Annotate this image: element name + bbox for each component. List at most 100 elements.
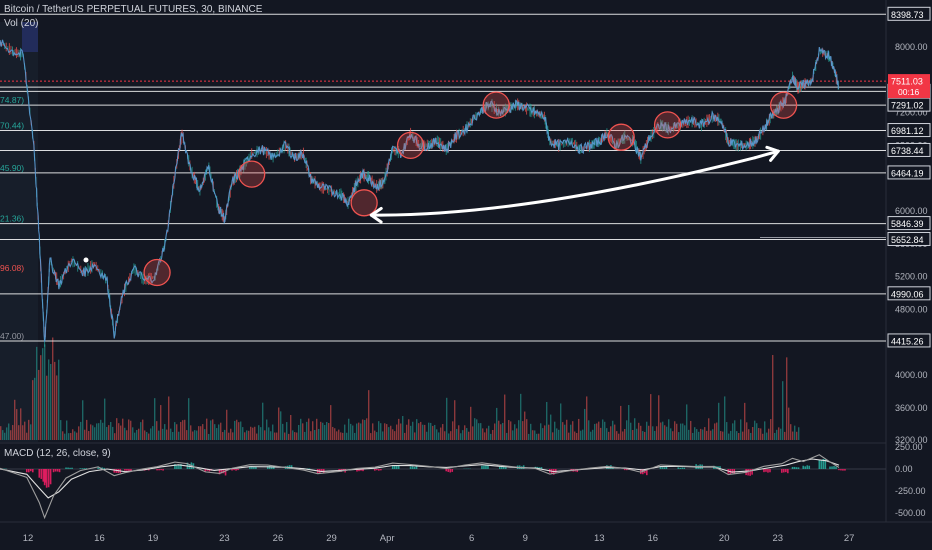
- volume-bar: [644, 431, 646, 440]
- volume-bars: [0, 337, 800, 440]
- volume-bar: [564, 424, 566, 440]
- volume-bar: [350, 423, 352, 440]
- volume-bar: [194, 430, 196, 440]
- volume-bar: [748, 429, 750, 440]
- price-axis-tick: 8000.00: [895, 42, 928, 52]
- macd-indicator-label[interactable]: MACD (12, 26, close, 9): [4, 448, 111, 459]
- volume-bar: [432, 425, 434, 440]
- volume-bar: [590, 431, 592, 440]
- volume-bar: [180, 421, 182, 440]
- volume-bar: [360, 423, 362, 440]
- volume-bar: [428, 422, 430, 440]
- volume-bar: [6, 427, 8, 440]
- volume-bar: [152, 426, 154, 440]
- volume-bar: [782, 381, 784, 440]
- volume-bar: [142, 419, 144, 440]
- volume-bar: [788, 407, 790, 440]
- volume-bar: [450, 431, 452, 440]
- volume-bar: [486, 428, 488, 440]
- volume-bar: [654, 430, 656, 440]
- volume-bar: [498, 420, 500, 440]
- volume-bar: [766, 432, 768, 440]
- volume-bar: [274, 432, 276, 440]
- volume-bar: [778, 427, 780, 440]
- volume-bar: [630, 422, 632, 440]
- volume-bar: [698, 431, 700, 440]
- volume-bar: [330, 405, 332, 440]
- volume-bar: [96, 423, 98, 440]
- volume-bar: [198, 426, 200, 440]
- volume-bar: [640, 425, 642, 440]
- volume-bar: [370, 433, 372, 440]
- volume-bar: [526, 419, 528, 440]
- volume-bar: [164, 424, 166, 440]
- volume-bar: [90, 424, 92, 440]
- level-price-label: 6981.12: [891, 126, 924, 136]
- volume-bar: [250, 426, 252, 440]
- volume-bar: [662, 421, 664, 440]
- volume-bar: [316, 418, 318, 440]
- volume-bar: [448, 433, 450, 440]
- volume-bar: [780, 428, 782, 440]
- volume-bar: [226, 409, 228, 440]
- volume-bar: [358, 422, 360, 440]
- volume-bar: [332, 426, 334, 440]
- volume-bar: [484, 432, 486, 440]
- volume-bar: [320, 421, 322, 440]
- volume-bar: [732, 423, 734, 440]
- volume-bar: [10, 430, 12, 440]
- volume-bar: [60, 420, 62, 440]
- volume-bar: [586, 396, 588, 440]
- volume-bar: [258, 425, 260, 440]
- symbol-title[interactable]: Bitcoin / TetherUS PERPETUAL FUTURES, 30…: [4, 4, 263, 15]
- volume-bar: [608, 431, 610, 440]
- volume-bar: [392, 429, 394, 440]
- volume-bar: [380, 423, 382, 440]
- volume-bar: [516, 428, 518, 440]
- volume-bar: [378, 421, 380, 440]
- volume-bar: [386, 424, 388, 440]
- volume-bar: [776, 429, 778, 440]
- volume-bar: [100, 419, 102, 440]
- volume-bar: [408, 419, 410, 440]
- volume-bar: [616, 431, 618, 440]
- volume-bar: [752, 427, 754, 440]
- volume-bar: [678, 432, 680, 440]
- volume-bar: [660, 422, 662, 440]
- volume-bar: [646, 421, 648, 440]
- volume-bar: [488, 425, 490, 440]
- marker-circle: [607, 123, 635, 151]
- level-price-label: 7291.02: [891, 101, 924, 111]
- volume-bar: [666, 426, 668, 440]
- volume-bar: [166, 429, 168, 440]
- volume-bar: [356, 423, 358, 440]
- volume-bar: [548, 424, 550, 440]
- volume-bar: [622, 431, 624, 440]
- volume-bar: [728, 433, 730, 440]
- volume-bar: [794, 425, 796, 440]
- volume-bar: [174, 422, 176, 440]
- volume-bar: [410, 425, 412, 440]
- volume-bar: [798, 427, 800, 440]
- volume-bar: [540, 423, 542, 440]
- volume-bar: [338, 429, 340, 440]
- volume-bar: [22, 425, 24, 440]
- volume-bar: [656, 426, 658, 440]
- volume-bar: [692, 432, 694, 440]
- volume-bar: [66, 420, 68, 440]
- volume-bar: [554, 421, 556, 440]
- volume-bar: [112, 426, 114, 440]
- volume-bar: [288, 433, 290, 440]
- volume-indicator-label[interactable]: Vol (20): [4, 18, 39, 29]
- volume-bar: [436, 429, 438, 440]
- volume-bar: [42, 348, 44, 440]
- volume-bar: [376, 432, 378, 440]
- volume-bar: [444, 431, 446, 440]
- volume-bar: [302, 423, 304, 440]
- level-price-box: [887, 142, 931, 157]
- volume-bar: [218, 424, 220, 440]
- price-axis-tick: 3600.00: [895, 403, 928, 413]
- volume-bar: [738, 433, 740, 440]
- volume-bar: [64, 433, 66, 440]
